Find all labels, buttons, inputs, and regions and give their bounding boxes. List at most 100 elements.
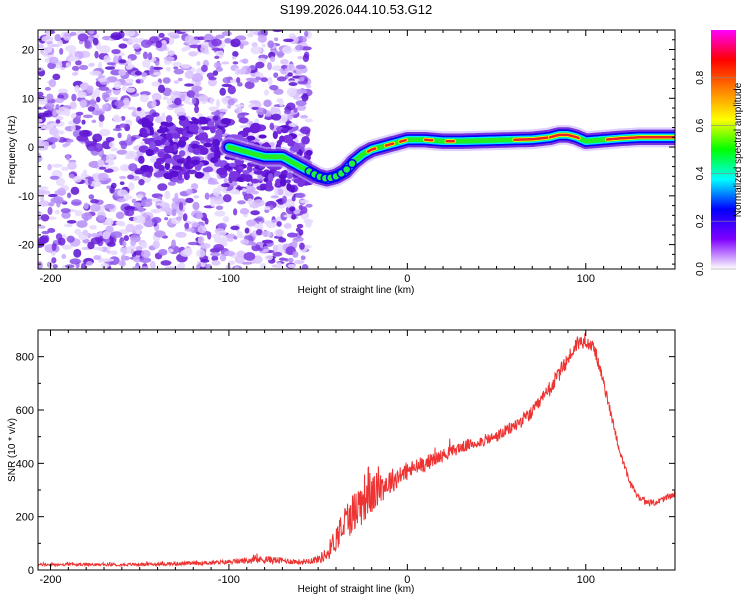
spectrogram-noise-blob — [94, 87, 101, 97]
spectrogram-noise-blob — [138, 216, 146, 225]
x-tick-label: 0 — [404, 273, 410, 285]
spectrogram-noise-blob — [51, 257, 57, 264]
spectrogram-noise-blob — [87, 105, 95, 112]
spectrogram-noise-blob — [273, 72, 279, 78]
spectrogram-noise-blob — [276, 76, 287, 82]
spectrogram-noise-blob — [144, 139, 151, 145]
spectrogram-x-label: Height of straight line (km) — [298, 285, 415, 296]
spectrogram-noise-blob — [271, 65, 282, 71]
spectrogram-noise-blob — [220, 118, 232, 125]
spectrogram-noise-blob — [98, 247, 104, 252]
spectrogram-noise-blob — [282, 169, 288, 175]
spectrogram-noise-blob — [295, 100, 307, 107]
spectrogram-noise-blob — [239, 207, 250, 215]
colorbar-label: Normalized spectral amplitude — [733, 82, 744, 217]
spectrogram-noise-blob — [156, 157, 166, 163]
spectrogram-noise-blob — [292, 251, 299, 258]
spectrogram-ridge-peak — [548, 133, 580, 140]
spectrogram-ridge-peak — [605, 136, 675, 141]
spectrogram-noise-blob — [164, 190, 171, 200]
spectrogram-noise-blob — [91, 119, 97, 124]
spectrogram-noise-blob — [215, 200, 222, 205]
spectrogram-noise-blob — [211, 260, 221, 266]
spectrogram-ridge-peak — [423, 138, 434, 142]
spectrogram-noise-blob — [135, 246, 143, 251]
spectrogram-noise-blob — [63, 223, 73, 227]
snr-series-line — [38, 333, 675, 568]
spectrogram-noise-blob — [88, 194, 95, 200]
spectrogram-noise-blob — [150, 198, 161, 202]
spectrogram-noise-blob — [210, 111, 221, 116]
spectrogram-noise-blob — [301, 135, 310, 145]
spectrogram-noise-blob — [272, 244, 278, 253]
spectrogram-ridge-peak — [384, 142, 395, 147]
spectrogram-noise-blob — [75, 60, 82, 66]
spectrogram-noise-blob — [288, 82, 298, 87]
spectrogram-noise-blob — [117, 189, 128, 197]
spectrogram-noise-blob — [266, 62, 272, 71]
spectrogram-noise-blob — [299, 242, 305, 250]
spectrogram-noise-blob — [149, 141, 156, 150]
spectrogram-noise-blob — [116, 149, 128, 155]
spectrogram-noise-blob — [137, 206, 145, 213]
spectrogram-noise-blob — [192, 201, 200, 211]
spectrogram-noise-blob — [67, 161, 77, 170]
spectrogram-noise-blob — [239, 43, 244, 50]
spectrogram-noise-blob — [161, 112, 166, 121]
spectrogram-noise-blob — [147, 52, 153, 61]
spectrogram-noise-blob — [295, 89, 308, 95]
spectrogram-noise-blob — [280, 59, 289, 65]
spectrogram-noise-blob — [278, 173, 287, 180]
spectrogram-noise-blob — [174, 192, 179, 202]
spectrogram-noise-blob — [98, 86, 110, 91]
spectrogram-ridge-blob — [347, 158, 357, 169]
spectrogram-noise-blob — [233, 190, 241, 195]
spectrogram-noise-blob — [244, 227, 250, 234]
spectrogram-noise-blob — [116, 197, 126, 203]
x-tick-label: 100 — [577, 574, 595, 586]
spectrogram-noise-blob — [122, 85, 127, 91]
spectrogram-noise-blob — [180, 94, 186, 102]
spectrogram-noise-blob — [222, 76, 232, 84]
spectrogram-noise-blob — [258, 221, 263, 230]
y-tick-label: -10 — [18, 191, 34, 203]
spectrogram-noise-blob — [38, 44, 44, 49]
spectrogram-noise-blob — [151, 81, 161, 87]
spectrogram-noise-blob — [52, 196, 64, 203]
spectrogram-noise-blob — [211, 38, 222, 47]
spectrogram-noise-blob — [288, 257, 294, 263]
spectrogram-noise-blob — [104, 66, 116, 70]
spectrogram-noise-blob — [88, 62, 95, 67]
spectrogram-noise-blob — [72, 175, 82, 183]
spectrogram-noise-blob — [119, 247, 132, 255]
spectrogram-noise-blob — [215, 99, 221, 108]
spectrogram-noise-blob — [259, 183, 268, 188]
spectrogram-noise-blob — [134, 70, 142, 76]
spectrogram-noise-blob — [71, 72, 78, 76]
spectrogram-noise-blob — [41, 35, 54, 42]
spectrogram-noise-blob — [167, 50, 175, 57]
spectrogram-noise-blob — [61, 253, 67, 260]
spectrogram-noise-blob — [82, 114, 93, 119]
snr-panel: -200 -100 0 100 0 200 400 600 800 Height of str… — [7, 329, 676, 595]
spectrogram-noise-blob — [236, 231, 243, 238]
spectrogram-noise-blob — [214, 210, 226, 217]
spectrogram-noise-blob — [40, 214, 50, 222]
spectrogram-noise-blob — [295, 64, 306, 70]
spectrogram-noise-blob — [236, 250, 246, 258]
spectrogram-noise-blob — [52, 110, 57, 117]
spectrogram-noise-blob — [250, 210, 260, 216]
spectrogram-noise-blob — [301, 264, 309, 269]
spectrogram-noise-blob — [98, 166, 106, 170]
spectrogram-noise-blob — [113, 80, 122, 90]
spectrogram-noise-blob — [285, 179, 291, 184]
spectrogram-noise-blob — [287, 263, 297, 268]
spectrogram-noise-blob — [300, 126, 311, 135]
spectrogram-noise-blob — [243, 174, 253, 182]
spectrogram-noise-blob — [155, 40, 163, 49]
spectrogram-noise-blob — [99, 128, 111, 137]
spectrogram-noise-blob — [250, 46, 262, 55]
spectrogram-noise-blob — [171, 201, 180, 211]
spectrogram-noise-blob — [214, 55, 220, 60]
